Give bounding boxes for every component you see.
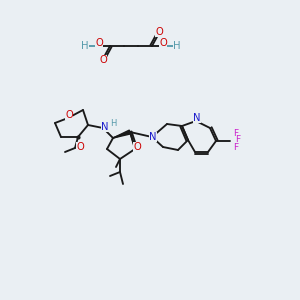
Text: N: N <box>149 132 157 142</box>
Text: O: O <box>99 55 107 65</box>
Text: O: O <box>95 38 103 48</box>
Polygon shape <box>113 130 131 138</box>
Text: O: O <box>65 110 73 120</box>
Text: H: H <box>81 41 89 51</box>
Text: F: F <box>233 128 238 137</box>
Text: O: O <box>155 27 163 37</box>
Text: O: O <box>133 142 141 152</box>
Text: F: F <box>236 136 241 145</box>
Text: H: H <box>110 118 116 127</box>
Text: H: H <box>173 41 181 51</box>
Text: F: F <box>233 142 238 152</box>
Text: O: O <box>76 142 84 152</box>
Text: N: N <box>101 122 109 132</box>
Text: N: N <box>193 113 201 123</box>
Text: O: O <box>159 38 167 48</box>
